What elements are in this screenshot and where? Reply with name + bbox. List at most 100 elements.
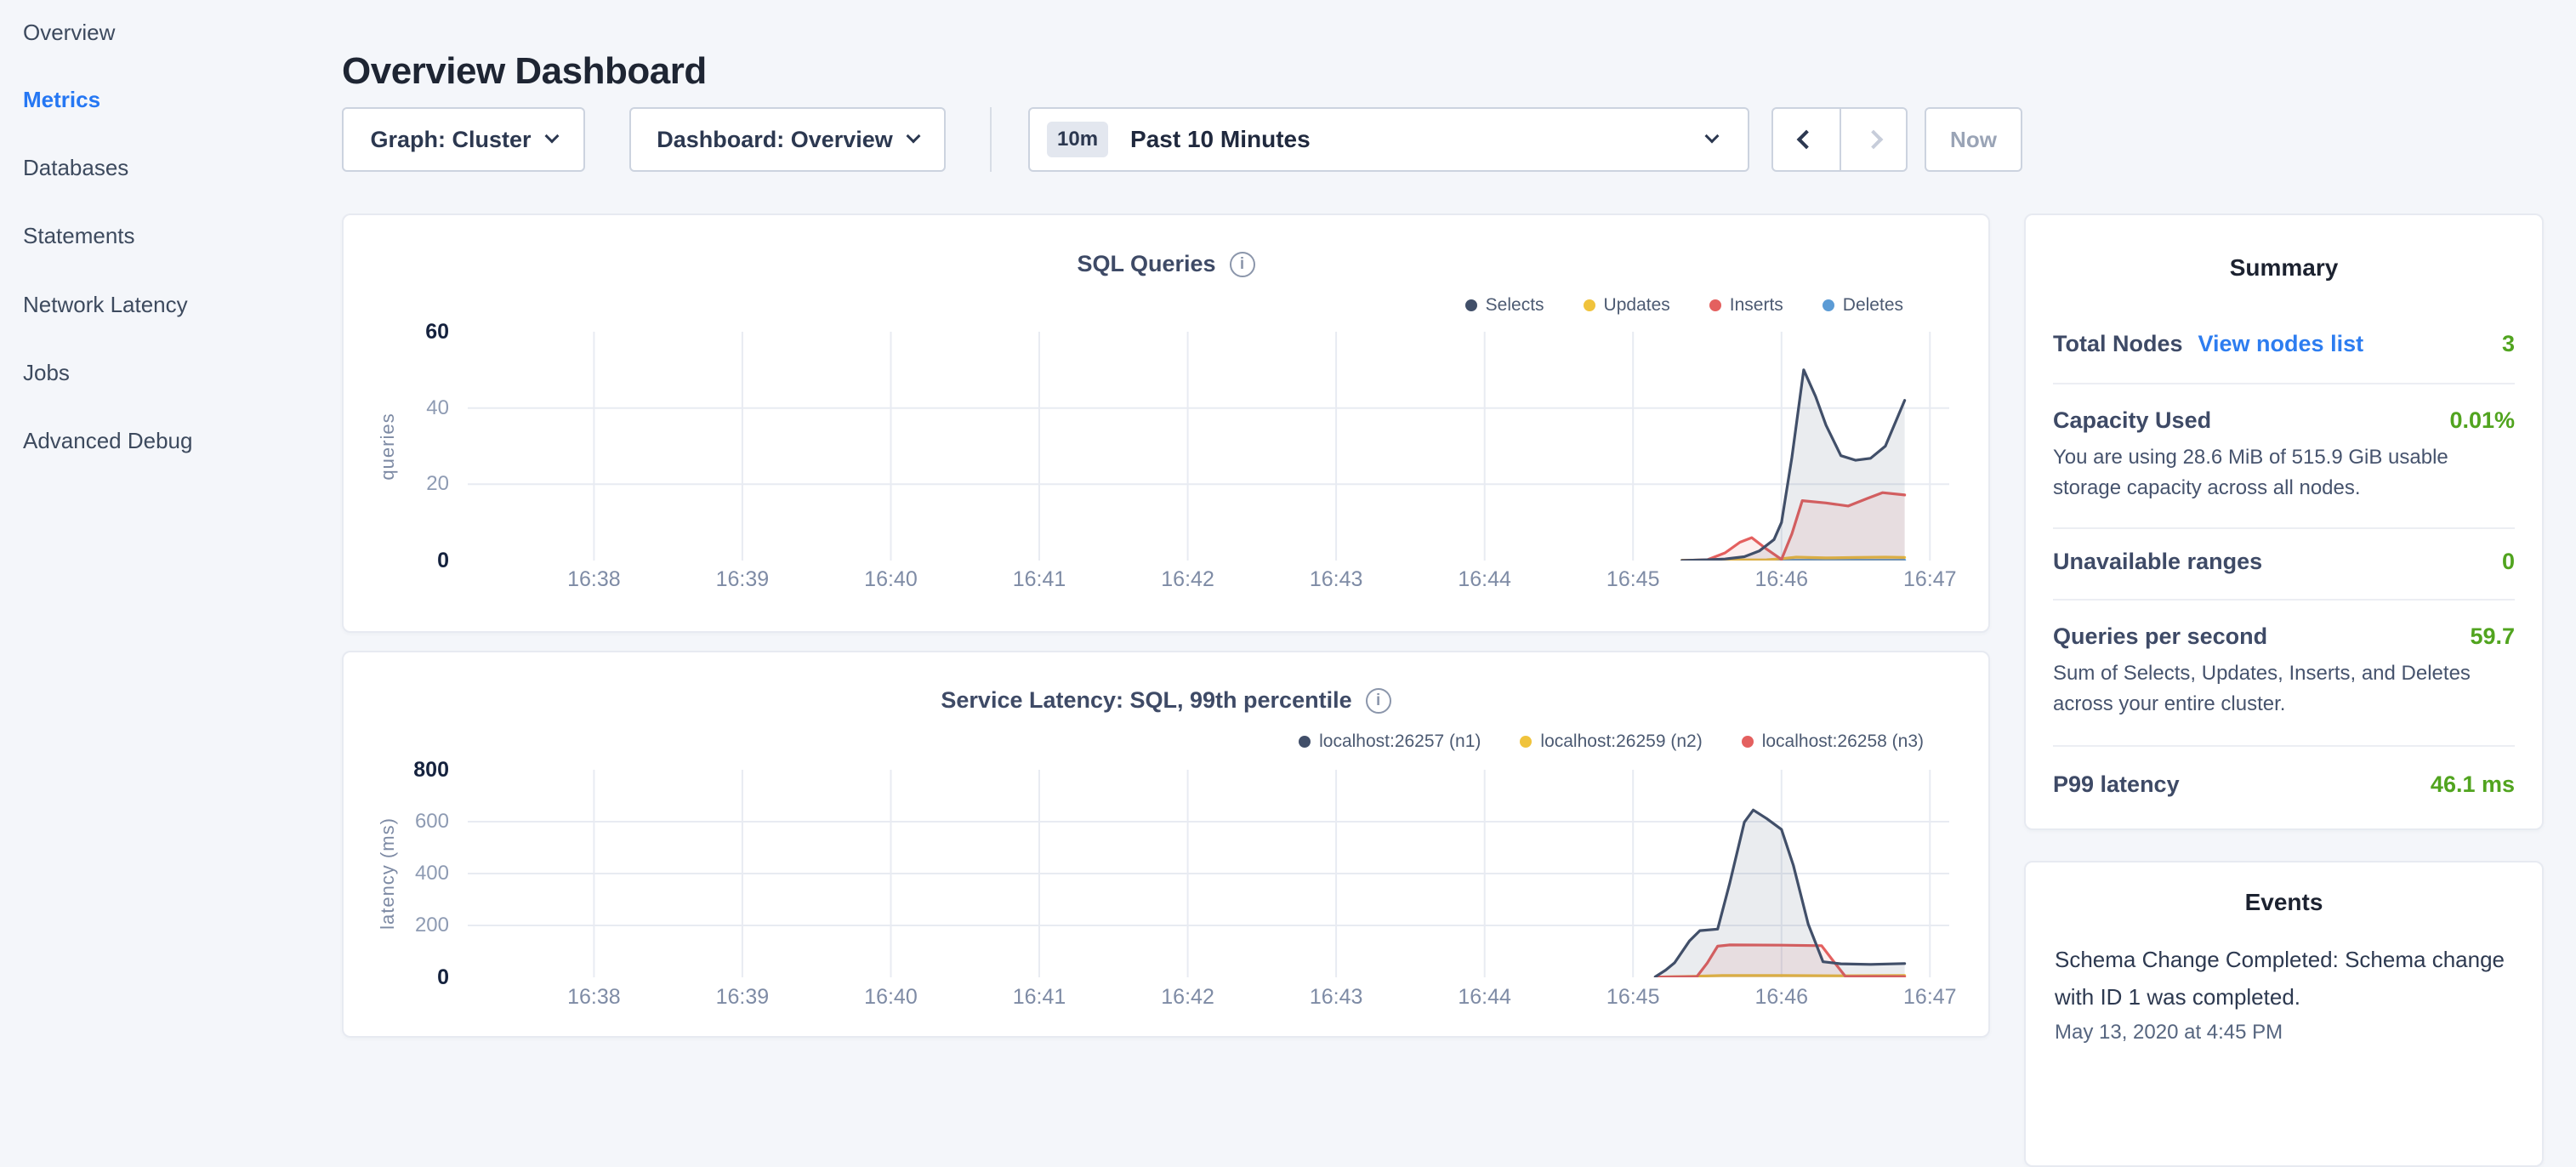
legend-item-label: Deletes <box>1843 295 1903 316</box>
legend-dot-icon <box>1299 736 1311 748</box>
x-tick-label: 16:38 <box>543 984 645 1010</box>
x-tick-label: 16:44 <box>1434 984 1536 1010</box>
summary-capacity-value: 0.01% <box>2449 407 2515 434</box>
legend-item-label: localhost:26257 (n1) <box>1319 732 1481 752</box>
sidebar-item-overview[interactable]: Overview <box>23 18 115 47</box>
event-timestamp: May 13, 2020 at 4:45 PM <box>2055 1021 2513 1045</box>
x-tick-label: 16:41 <box>988 566 1090 592</box>
summary-qps-description: Sum of Selects, Updates, Inserts, and De… <box>2053 658 2515 720</box>
legend-item-label: localhost:26259 (n2) <box>1540 732 1702 752</box>
x-tick-label: 16:47 <box>1879 566 1981 592</box>
sidebar-item-jobs[interactable]: Jobs <box>23 358 70 387</box>
info-icon[interactable]: i <box>1366 688 1391 714</box>
x-tick-label: 16:38 <box>543 566 645 592</box>
chart-title: SQL Queries <box>1077 251 1215 277</box>
sidebar-item-databases[interactable]: Databases <box>23 153 128 182</box>
sidebar-item-network-latency[interactable]: Network Latency <box>23 290 188 319</box>
summary-panel: Summary Total Nodes View nodes list 3 Ca… <box>2024 213 2544 830</box>
summary-capacity-description: You are using 28.6 MiB of 515.9 GiB usab… <box>2053 442 2515 504</box>
controls-divider <box>990 107 992 172</box>
info-icon[interactable]: i <box>1230 252 1255 277</box>
legend-dot-icon <box>1520 736 1532 748</box>
summary-total-nodes-label: Total Nodes <box>2053 330 2183 357</box>
y-tick-label: 0 <box>372 548 449 573</box>
chart-legend: localhost:26257 (n1) localhost:26259 (n2)… <box>1299 732 1924 752</box>
y-tick-label: 200 <box>372 913 449 938</box>
sidebar-item-metrics[interactable]: Metrics <box>23 85 100 114</box>
legend-item[interactable]: localhost:26257 (n1) <box>1299 732 1481 752</box>
chevron-down-icon <box>906 129 920 144</box>
y-tick-label: 400 <box>372 861 449 886</box>
time-range-picker[interactable]: 10m Past 10 Minutes <box>1028 107 1749 172</box>
summary-qps-value: 59.7 <box>2470 623 2515 650</box>
legend-item-label: Inserts <box>1730 295 1783 316</box>
x-tick-label: 16:40 <box>839 984 941 1010</box>
legend-item-label: localhost:26258 (n3) <box>1762 732 1924 752</box>
legend-item[interactable]: Updates <box>1584 295 1670 316</box>
x-tick-label: 16:47 <box>1879 984 1981 1010</box>
latency-chart: Service Latency: SQL, 99th percentile i … <box>342 651 1990 1038</box>
x-tick-label: 16:45 <box>1582 566 1684 592</box>
legend-item[interactable]: Inserts <box>1709 295 1783 316</box>
chevron-right-icon <box>1864 130 1884 150</box>
chart-plot <box>468 332 1949 561</box>
x-tick-label: 16:45 <box>1582 984 1684 1010</box>
dashboard-dropdown-label: Dashboard: Overview <box>657 127 893 153</box>
sidebar-item-statements[interactable]: Statements <box>23 221 135 250</box>
chart-plot <box>468 770 1949 977</box>
x-tick-label: 16:42 <box>1137 566 1239 592</box>
y-tick-label: 40 <box>372 396 449 421</box>
summary-p99-value: 46.1 ms <box>2431 771 2515 798</box>
time-step-forward-button[interactable] <box>1840 109 1906 170</box>
summary-total-nodes-value: 3 <box>2502 331 2515 357</box>
x-tick-label: 16:43 <box>1285 566 1387 592</box>
legend-dot-icon <box>1709 299 1721 311</box>
x-tick-label: 16:44 <box>1434 566 1536 592</box>
sidebar-item-advanced-debug[interactable]: Advanced Debug <box>23 426 192 455</box>
time-range-label: Past 10 Minutes <box>1130 126 1311 153</box>
summary-p99-label: P99 latency <box>2053 771 2180 798</box>
legend-item-label: Updates <box>1604 295 1670 316</box>
x-tick-label: 16:39 <box>691 566 793 592</box>
legend-item[interactable]: Deletes <box>1823 295 1903 316</box>
x-tick-label: 16:43 <box>1285 984 1387 1010</box>
graph-scope-dropdown[interactable]: Graph: Cluster <box>342 107 585 172</box>
summary-title: Summary <box>2053 215 2515 282</box>
events-title: Events <box>2055 862 2513 917</box>
y-tick-label: 0 <box>372 965 449 990</box>
summary-unavailable-ranges-label: Unavailable ranges <box>2053 548 2262 575</box>
legend-item[interactable]: Selects <box>1465 295 1544 316</box>
legend-dot-icon <box>1742 736 1754 748</box>
chevron-left-icon <box>1797 130 1817 150</box>
chevron-down-icon <box>544 129 559 144</box>
summary-unavailable-ranges-value: 0 <box>2502 549 2515 575</box>
chart-legend: Selects Updates Inserts Deletes <box>1465 295 1903 316</box>
x-tick-label: 16:41 <box>988 984 1090 1010</box>
summary-capacity-label: Capacity Used <box>2053 407 2211 434</box>
y-tick-label: 20 <box>372 471 449 497</box>
x-tick-label: 16:46 <box>1731 566 1833 592</box>
legend-dot-icon <box>1823 299 1834 311</box>
y-tick-label: 600 <box>372 809 449 834</box>
view-nodes-list-link[interactable]: View nodes list <box>2198 331 2364 357</box>
now-button[interactable]: Now <box>1925 107 2022 172</box>
graph-scope-dropdown-label: Graph: Cluster <box>370 127 531 153</box>
x-tick-label: 16:40 <box>839 566 941 592</box>
legend-item[interactable]: localhost:26259 (n2) <box>1520 732 1702 752</box>
time-range-badge: 10m <box>1047 122 1108 157</box>
chart-title: Service Latency: SQL, 99th percentile <box>941 687 1351 714</box>
time-step-buttons <box>1771 107 1908 172</box>
y-axis-label: queries <box>377 413 399 480</box>
chevron-down-icon <box>1705 129 1720 144</box>
legend-item[interactable]: localhost:26258 (n3) <box>1742 732 1924 752</box>
time-step-back-button[interactable] <box>1773 109 1840 170</box>
x-tick-label: 16:39 <box>691 984 793 1010</box>
legend-dot-icon <box>1584 299 1595 311</box>
y-tick-label: 800 <box>372 757 449 783</box>
x-tick-label: 16:46 <box>1731 984 1833 1010</box>
dashboard-dropdown[interactable]: Dashboard: Overview <box>629 107 946 172</box>
legend-dot-icon <box>1465 299 1477 311</box>
y-tick-label: 60 <box>372 319 449 344</box>
events-panel: Events Schema Change Completed: Schema c… <box>2024 861 2544 1167</box>
summary-qps-label: Queries per second <box>2053 623 2267 650</box>
